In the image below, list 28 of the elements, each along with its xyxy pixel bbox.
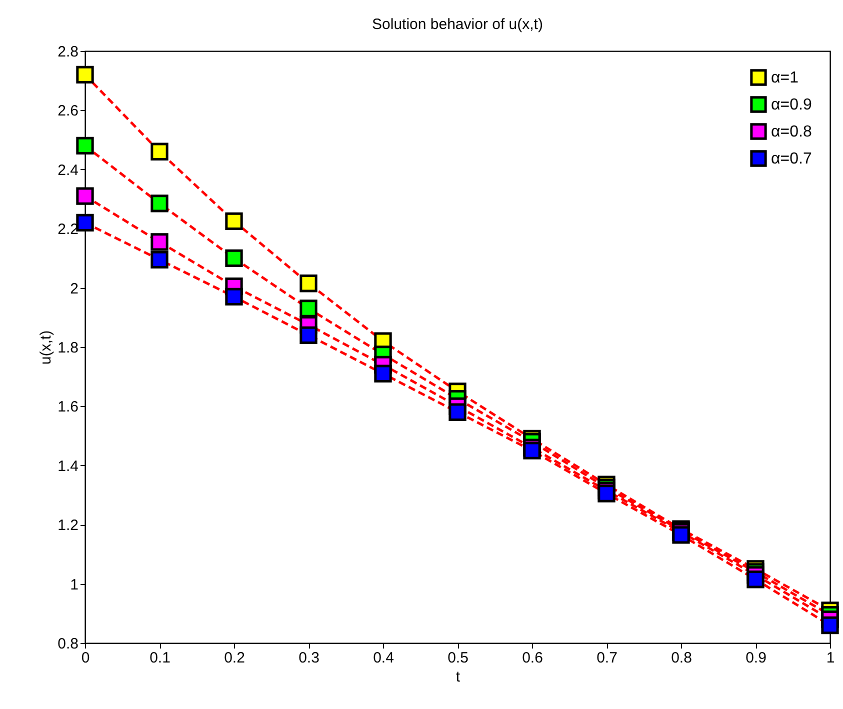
y-tick-label: 1.6 — [58, 398, 78, 416]
x-tick-label: 1 — [826, 650, 835, 666]
x-tick-label: 0 — [81, 650, 90, 666]
x-tick-label: 0.3 — [298, 650, 320, 666]
chart-title: Solution behavior of u(x,t) — [372, 16, 543, 33]
y-tick-label: 2.6 — [58, 102, 78, 120]
y-tick-label: 2.8 — [58, 44, 78, 60]
x-tick-label: 0.5 — [448, 650, 468, 666]
x-tick-label: 0.6 — [522, 650, 543, 666]
y-tick-label: 2 — [70, 280, 78, 298]
legend-label: α=1 — [771, 70, 799, 86]
x-tick-label: 0.1 — [150, 650, 170, 666]
y-tick-label: 1 — [70, 576, 78, 594]
x-tick-label: 0.4 — [373, 650, 394, 666]
legend-label: α=0.7 — [771, 150, 812, 168]
x-tick-label: 0.8 — [671, 650, 692, 666]
y-tick-label: 1.4 — [58, 458, 78, 475]
x-tick-label: 0.2 — [224, 650, 245, 666]
y-tick-label: 1.2 — [58, 517, 78, 534]
y-tick-label: 2.4 — [58, 162, 78, 179]
y-axis-title: u(x,t) — [38, 330, 55, 365]
y-tick-label: 0.8 — [58, 636, 78, 652]
legend-label: α=0.9 — [771, 96, 812, 114]
y-tick-label: 1.8 — [58, 340, 78, 356]
legend-label: α=0.8 — [771, 124, 812, 140]
x-tick-label: 0.7 — [596, 650, 618, 666]
x-axis-title: t — [456, 668, 461, 686]
x-tick-label: 0.9 — [746, 650, 766, 666]
